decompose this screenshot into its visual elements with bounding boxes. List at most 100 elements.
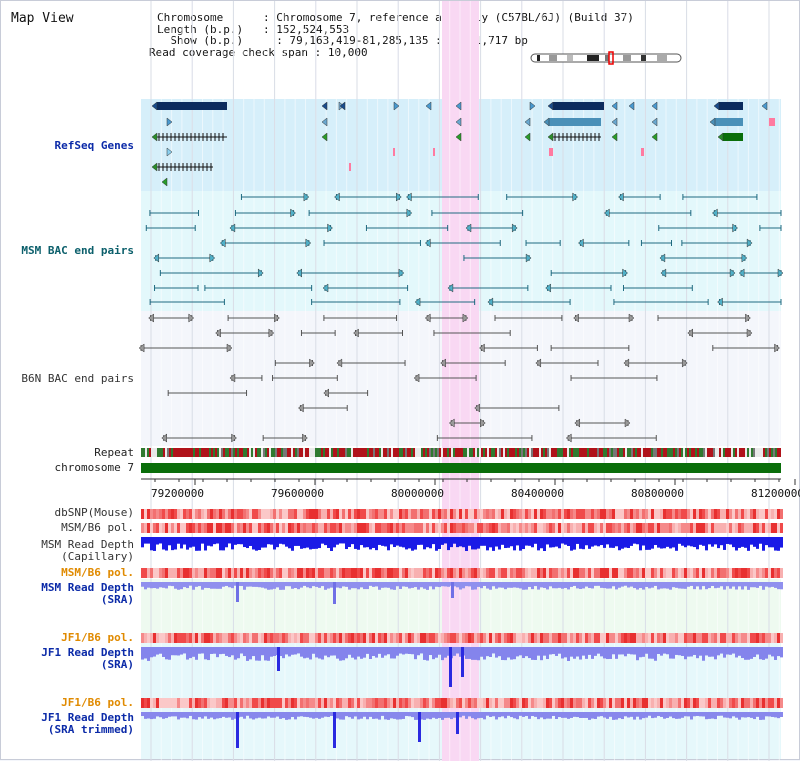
polymorphism-cell: [444, 633, 447, 643]
read-depth-bar: [234, 712, 237, 719]
read-depth-bar: [189, 582, 192, 586]
read-depth-bar: [336, 537, 339, 545]
read-depth-bar: [267, 712, 270, 717]
polymorphism-cell: [210, 633, 213, 643]
read-depth-bar: [582, 537, 585, 550]
read-depth-bar: [192, 647, 195, 657]
polymorphism-cell: [186, 568, 189, 578]
repeat-segment: [371, 448, 373, 457]
read-depth-bar: [699, 647, 702, 656]
repeat-segment: [525, 448, 527, 457]
polymorphism-cell: [774, 698, 777, 708]
read-depth-bar: [543, 537, 546, 551]
read-depth-bar: [165, 582, 168, 589]
polymorphism-cell: [696, 568, 699, 578]
polymorphism-cell: [570, 698, 573, 708]
polymorphism-cell: [603, 523, 606, 533]
polymorphism-cell: [627, 568, 630, 578]
polymorphism-cell: [732, 509, 735, 519]
read-depth-bar: [600, 712, 603, 717]
polymorphism-cell: [582, 698, 585, 708]
polymorphism-cell: [147, 568, 150, 578]
repeat-segment: [399, 448, 401, 457]
polymorphism-cell: [420, 633, 423, 643]
read-depth-bar: [477, 537, 480, 549]
polymorphism-cell: [717, 633, 720, 643]
polymorphism-cell: [621, 523, 624, 533]
polymorphism-cell: [708, 509, 711, 519]
read-depth-bar: [306, 537, 309, 548]
read-depth-bar: [159, 712, 162, 718]
polymorphism-cell: [204, 568, 207, 578]
repeat-segment: [495, 448, 497, 457]
gene-arrow: [166, 147, 173, 157]
bac-end-arrow: [303, 192, 310, 202]
read-depth-bar: [315, 712, 318, 718]
polymorphism-cell: [396, 523, 399, 533]
read-depth-bar: [249, 647, 252, 660]
polymorphism-cell: [732, 633, 735, 643]
polymorphism-cell: [675, 568, 678, 578]
read-depth-bar: [330, 712, 333, 716]
repeat-segment: [237, 448, 239, 457]
read-depth-bar: [243, 712, 246, 719]
read-depth-bar: [279, 537, 282, 544]
polymorphism-cell: [213, 523, 216, 533]
read-depth-bar: [312, 582, 315, 587]
read-depth-bar: [660, 582, 663, 589]
read-depth-bar: [414, 537, 417, 550]
polymorphism-cell: [348, 698, 351, 708]
polymorphism-cell: [765, 698, 768, 708]
read-depth-bar: [432, 582, 435, 590]
read-depth-bar: [168, 537, 171, 546]
read-depth-bar: [234, 582, 237, 586]
read-depth-bar: [630, 712, 633, 717]
polymorphism-cell: [573, 633, 576, 643]
polymorphism-cell: [231, 633, 234, 643]
polymorphism-cell: [636, 633, 639, 643]
gene-arrow: [628, 101, 635, 111]
read-depth-spike: [236, 582, 239, 602]
polymorphism-cell: [309, 523, 312, 533]
read-depth-bar: [348, 582, 351, 590]
polymorphism-cell: [360, 523, 363, 533]
read-depth-bar: [345, 537, 348, 550]
polymorphism-cell: [150, 523, 153, 533]
read-depth-bar: [771, 712, 774, 717]
polymorphism-cell: [507, 509, 510, 519]
repeat-segment: [575, 448, 577, 457]
polymorphism-cell: [165, 509, 168, 519]
read-depth-bar: [711, 582, 714, 586]
read-depth-bar: [615, 647, 618, 659]
polymorphism-cell: [726, 509, 729, 519]
read-depth-bar: [210, 647, 213, 654]
read-depth-bar: [660, 647, 663, 656]
polymorphism-cell: [660, 698, 663, 708]
polymorphism-cell: [195, 633, 198, 643]
polymorphism-cell: [237, 568, 240, 578]
polymorphism-cell: [426, 568, 429, 578]
repeat-segment: [333, 448, 335, 457]
bac-end-arrow: [746, 328, 753, 338]
polymorphism-cell: [516, 523, 519, 533]
polymorphism-cell: [510, 633, 513, 643]
repeat-segment: [717, 448, 719, 457]
repeat-segment: [689, 448, 691, 457]
repeat-segment: [601, 448, 603, 457]
axis-tick-label: 80000000: [391, 487, 444, 500]
polymorphism-cell: [570, 633, 573, 643]
read-depth-bar: [447, 582, 450, 587]
read-depth-bar: [555, 582, 558, 589]
read-depth-bar: [732, 537, 735, 548]
read-depth-bar: [618, 647, 621, 655]
polymorphism-cell: [690, 509, 693, 519]
read-depth-bar: [594, 537, 597, 546]
bac-end-arrow: [424, 238, 431, 248]
read-depth-bar: [714, 712, 717, 720]
read-depth-bar: [348, 537, 351, 547]
read-depth-bar: [747, 712, 750, 718]
read-depth-bar: [693, 582, 696, 590]
polymorphism-cell: [366, 523, 369, 533]
repeat-segment: [773, 448, 775, 457]
